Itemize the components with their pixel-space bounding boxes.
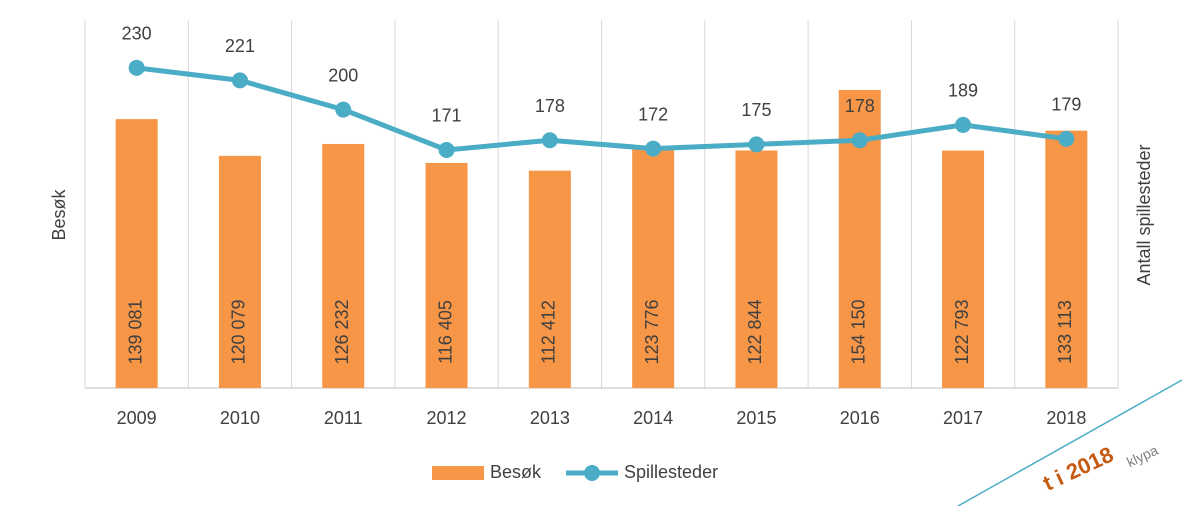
bar bbox=[632, 148, 675, 388]
line-point bbox=[541, 132, 558, 149]
x-tick-label: 2010 bbox=[220, 408, 260, 428]
line-point bbox=[128, 59, 145, 76]
line-value-label: 230 bbox=[122, 24, 152, 44]
line-value-label: 221 bbox=[225, 36, 255, 56]
bar bbox=[1045, 130, 1088, 388]
x-tick-label: 2012 bbox=[427, 408, 467, 428]
bar-value-label: 120 079 bbox=[229, 299, 249, 364]
x-tick-label: 2011 bbox=[324, 408, 363, 428]
bar bbox=[115, 119, 158, 388]
line-value-label: 179 bbox=[1051, 95, 1081, 115]
line-value-label: 178 bbox=[535, 96, 565, 116]
line-value-label: 200 bbox=[328, 65, 358, 85]
bar bbox=[942, 150, 985, 388]
x-tick-label: 2009 bbox=[117, 408, 157, 428]
x-tick-label: 2016 bbox=[840, 408, 880, 428]
legend-swatch bbox=[584, 465, 601, 481]
bar-value-label: 133 113 bbox=[1055, 300, 1075, 364]
bar-value-label: 122 844 bbox=[745, 299, 765, 364]
x-tick-label: 2017 bbox=[943, 408, 983, 428]
line-value-label: 175 bbox=[741, 100, 771, 120]
legend-swatch bbox=[432, 466, 484, 480]
line-point bbox=[335, 101, 352, 118]
bar-value-label: 154 150 bbox=[849, 299, 869, 364]
line-point bbox=[645, 140, 662, 157]
bar-value-label: 122 793 bbox=[952, 299, 972, 364]
watermark-text: klypa bbox=[1124, 442, 1161, 470]
line-value-label: 172 bbox=[638, 104, 668, 124]
legend-label: Besøk bbox=[490, 462, 542, 482]
x-tick-label: 2014 bbox=[633, 408, 673, 428]
x-tick-label: 2018 bbox=[1046, 408, 1086, 428]
legend-label: Spillesteder bbox=[624, 462, 718, 482]
line-point bbox=[851, 132, 868, 149]
line bbox=[136, 65, 1067, 153]
watermark-text: t i 2018 bbox=[1039, 442, 1117, 496]
y-axis-label: Besøk bbox=[49, 188, 69, 240]
bar-value-label: 112 412 bbox=[539, 300, 559, 364]
bar-value-label: 126 232 bbox=[332, 299, 352, 364]
line-point bbox=[1058, 130, 1075, 147]
bar bbox=[322, 143, 365, 388]
line-point bbox=[955, 116, 972, 133]
bar-value-label: 116 405 bbox=[435, 300, 455, 364]
line-point bbox=[438, 141, 455, 158]
y2-axis-label: Antall spillesteder bbox=[1134, 144, 1154, 285]
bar bbox=[425, 162, 468, 388]
line-value-label: 178 bbox=[845, 96, 875, 116]
line-point bbox=[748, 136, 765, 153]
x-tick-label: 2015 bbox=[736, 408, 776, 428]
line-value-label: 189 bbox=[948, 81, 978, 101]
line-point bbox=[231, 72, 248, 89]
bar bbox=[218, 155, 261, 388]
bar-value-label: 123 776 bbox=[642, 299, 662, 364]
bar bbox=[735, 150, 778, 388]
bar bbox=[528, 170, 571, 388]
watermark-line bbox=[957, 379, 1182, 506]
bar-value-label: 139 081 bbox=[125, 299, 145, 364]
line-value-label: 171 bbox=[432, 106, 462, 126]
x-tick-label: 2013 bbox=[530, 408, 570, 428]
